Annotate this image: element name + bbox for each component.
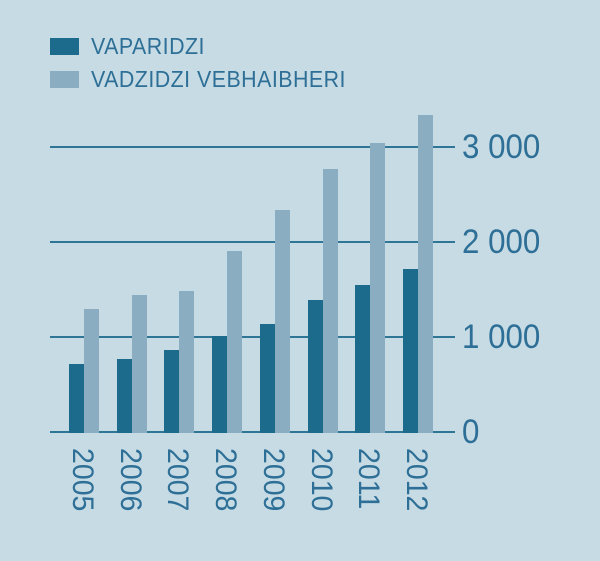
x-axis-tick-label: 2012 <box>399 448 433 512</box>
bar-2012-vaparidzi <box>402 268 418 433</box>
bar-2006-vadzidzi-vebhaibheri <box>131 295 147 433</box>
bar-2007-vaparidzi <box>164 350 180 433</box>
x-axis-tick-label: 2011 <box>352 448 386 510</box>
y-axis-tick-label: 0 <box>462 413 480 451</box>
x-axis-tick-label: 2005 <box>66 448 99 512</box>
bar-2005-vadzidzi-vebhaibheri <box>84 308 99 433</box>
x-axis-tick-label: 2007 <box>161 448 195 512</box>
gridline-1000 <box>50 336 455 338</box>
bar-2010-vaparidzi <box>307 300 323 433</box>
bar-2012-vadzidzi-vebhaibheri <box>417 115 433 433</box>
gridline-0 <box>50 431 455 433</box>
bar-2008-vadzidzi-vebhaibheri <box>227 251 243 433</box>
bar-2009-vadzidzi-vebhaibheri <box>274 209 290 433</box>
bar-2006-vaparidzi <box>116 358 132 433</box>
gridline-3000 <box>50 146 455 148</box>
legend-item-vadzidzi-vebhaibheri: VADZIDZI VEBHAIBHERI <box>50 66 365 92</box>
legend: VAPARIDZI VADZIDZI VEBHAIBHERI <box>50 33 365 104</box>
gridline-2000 <box>50 241 455 243</box>
legend-item-vaparidzi: VAPARIDZI <box>50 33 365 59</box>
bar-2011-vaparidzi <box>355 284 371 433</box>
legend-swatch-vadzidzi-vebhaibheri <box>50 71 79 88</box>
y-axis-tick-label: 2 000 <box>462 223 541 261</box>
x-axis-tick-label: 2010 <box>304 448 338 512</box>
y-axis-tick-label: 3 000 <box>462 128 541 166</box>
y-axis-tick-label: 1 000 <box>462 318 541 356</box>
bar-2005-vaparidzi <box>69 363 84 433</box>
x-axis-tick-label: 2008 <box>209 448 243 512</box>
legend-label-vaparidzi: VAPARIDZI <box>91 33 205 59</box>
bar-2009-vaparidzi <box>259 323 275 433</box>
bar-2007-vadzidzi-vebhaibheri <box>179 291 195 433</box>
x-axis-tick-label: 2006 <box>113 448 147 512</box>
x-axis-tick-label: 2009 <box>256 448 290 512</box>
bar-2011-vadzidzi-vebhaibheri <box>370 143 386 433</box>
bar-2010-vadzidzi-vebhaibheri <box>322 169 338 433</box>
legend-label-vadzidzi-vebhaibheri: VADZIDZI VEBHAIBHERI <box>91 66 346 92</box>
legend-swatch-vaparidzi <box>50 38 79 55</box>
bar-2008-vaparidzi <box>212 336 228 433</box>
